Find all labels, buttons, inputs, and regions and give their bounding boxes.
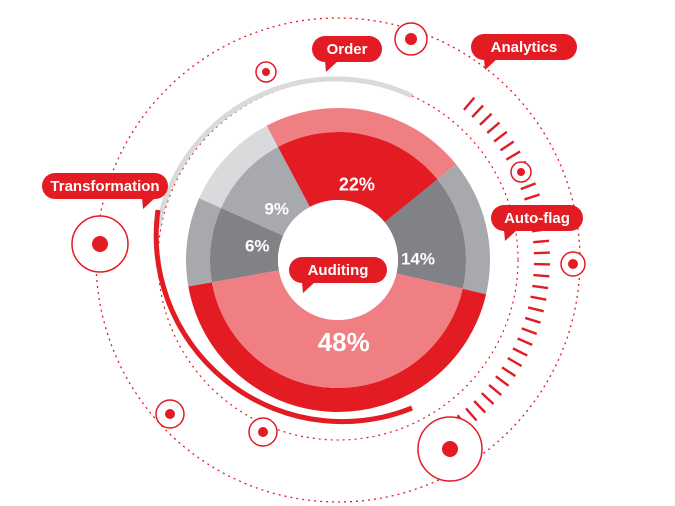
- donut-segment-inner: [277, 132, 438, 223]
- tick-mark: [533, 239, 550, 244]
- donut-segment-outer: [266, 107, 457, 180]
- callouts: Order Analytics Transformation Auto-flag Aud…: [42, 34, 583, 293]
- donut-segment-inner: [210, 207, 284, 283]
- tick-mark: [517, 337, 533, 346]
- target-dot: [517, 168, 525, 176]
- callout-label: Analytics: [491, 39, 558, 56]
- callout-label: Transformation: [50, 178, 159, 195]
- target-dot: [258, 427, 268, 437]
- donut-segment-outer: [186, 198, 222, 287]
- red-outer-arc: [153, 209, 413, 425]
- callout-bubble: Auditing: [289, 257, 387, 293]
- target-dot: [405, 33, 417, 45]
- tick-mark: [505, 150, 521, 161]
- tick-mark: [501, 366, 517, 378]
- target-circles: [71, 22, 586, 482]
- tick-mark: [520, 182, 537, 191]
- tick-mark: [533, 273, 550, 278]
- tick-mark: [533, 251, 550, 255]
- tick-mark: [530, 295, 547, 301]
- tick-mark: [524, 316, 541, 324]
- segment-value-label: 6%: [245, 237, 270, 256]
- segment-value-label: 9%: [264, 200, 289, 219]
- tick-mark: [473, 400, 487, 414]
- callout-label: Order: [327, 41, 368, 58]
- target-dot: [442, 441, 458, 457]
- grey-outer-arc: [155, 76, 414, 229]
- tick-mark: [495, 375, 510, 387]
- donut-segment-outer: [437, 164, 490, 295]
- donut-segment-inner: [384, 179, 466, 289]
- donut-segment-outer: [199, 125, 278, 208]
- tick-mark: [527, 306, 544, 313]
- tick-mark: [486, 121, 501, 134]
- tick-mark: [507, 356, 523, 368]
- tick-mark: [512, 347, 528, 357]
- callout-label: Auditing: [308, 262, 369, 279]
- tick-mark: [465, 407, 478, 422]
- tick-mark: [499, 140, 515, 152]
- target-dot: [92, 236, 108, 252]
- segment-value-label: 48%: [318, 327, 370, 357]
- callout-label: Auto-flag: [504, 210, 570, 227]
- tick-mark: [479, 112, 493, 126]
- target-dot: [568, 259, 578, 269]
- donut-segment-inner: [221, 146, 310, 236]
- callout-bubble: Analytics: [471, 34, 577, 70]
- target-dot: [262, 68, 270, 76]
- tick-mark: [488, 384, 503, 397]
- donut-chart: 22% 14% 48% 6% 9%: [186, 107, 490, 412]
- donut-segment-inner: [211, 270, 463, 388]
- tick-mark: [521, 327, 538, 336]
- tick-mark: [480, 392, 495, 405]
- tick-mark: [532, 284, 549, 290]
- target-dot: [165, 409, 175, 419]
- donut-segment-outer: [188, 282, 487, 412]
- tick-mark: [463, 96, 476, 111]
- tick-mark: [471, 104, 484, 118]
- segment-value-label: 22%: [339, 175, 375, 195]
- segment-value-label: 14%: [401, 250, 435, 269]
- tick-mark: [524, 193, 540, 201]
- tick-mark: [493, 130, 508, 143]
- callout-bubble: Transformation: [42, 173, 168, 209]
- callout-bubble: Order: [312, 36, 382, 72]
- callout-bubble: Auto-flag: [491, 205, 583, 241]
